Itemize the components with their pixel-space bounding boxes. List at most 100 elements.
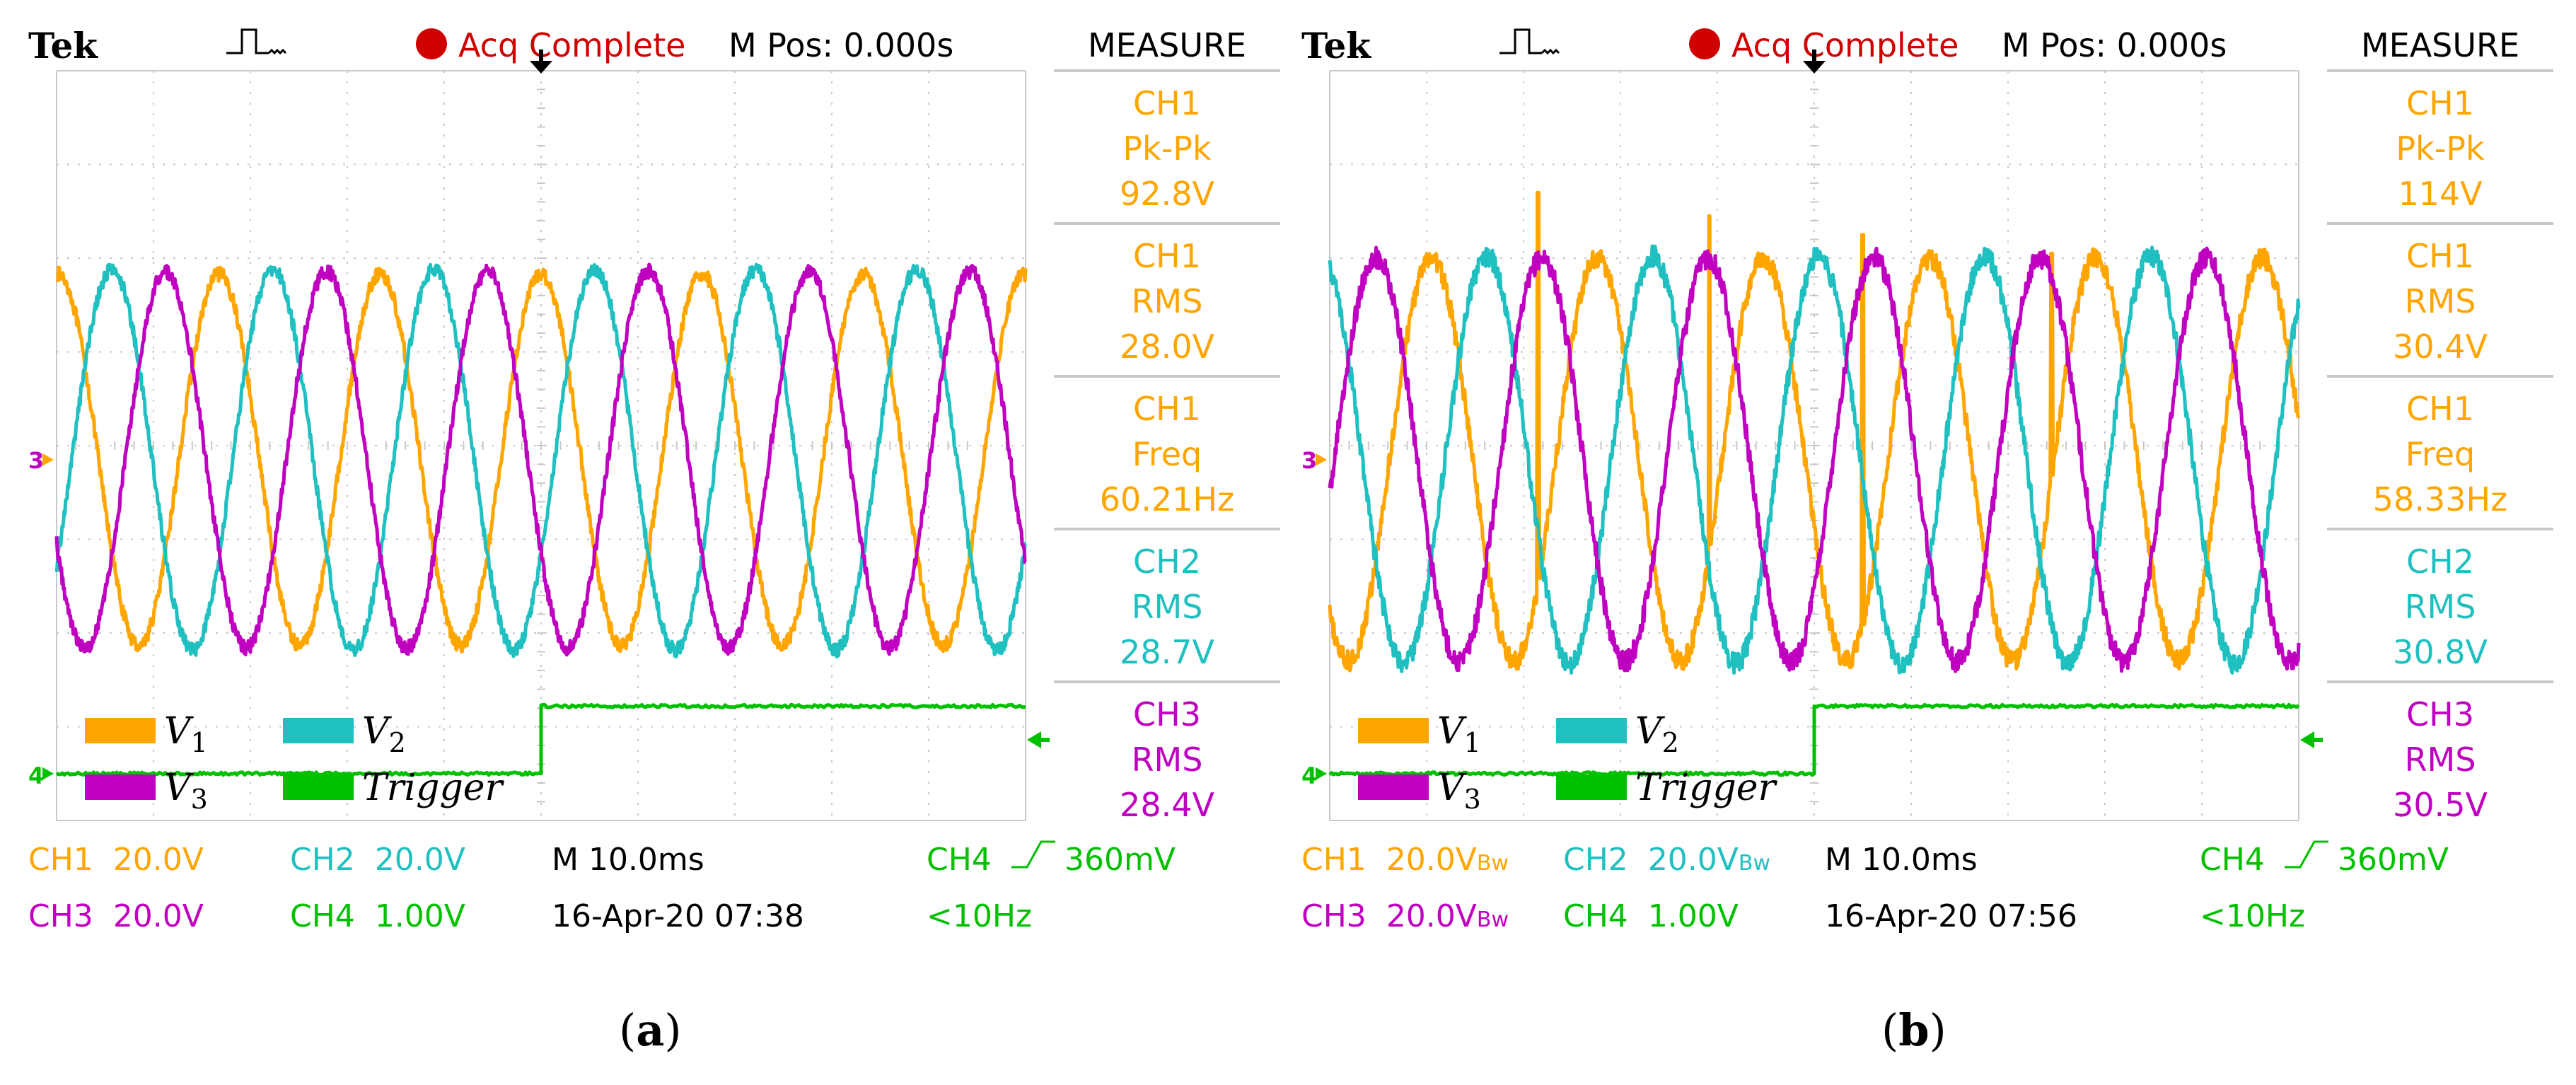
measure-3-line-2: 28.7V xyxy=(1120,633,1214,671)
trace-v1 xyxy=(1328,190,2301,673)
ch4-ground-arrow xyxy=(42,767,54,780)
legend-label-ch3: V3 xyxy=(164,767,208,815)
footer-datetime: 16-Apr-20 07:38 xyxy=(552,898,804,934)
measure-0-line-0: CH1 xyxy=(1133,84,1201,122)
ch4-ground-marker-icon: 4 xyxy=(28,762,44,789)
footer-ch3-bw: Bw xyxy=(1477,907,1509,932)
measure-2-line-1: Freq xyxy=(1132,435,1202,473)
legend-symbol: Trigger xyxy=(1635,767,1778,809)
footer-ch2: CH2 20.0V xyxy=(290,842,465,878)
legend-subscript: 3 xyxy=(1464,784,1481,815)
measure-menu-title: MEASURE xyxy=(1088,26,1246,64)
trace-v2 xyxy=(1328,244,2301,675)
measure-2-line-0: CH1 xyxy=(1133,390,1201,428)
footer-timebase: M 10.0ms xyxy=(552,842,704,878)
caption-a: (a) xyxy=(619,1004,682,1056)
footer-ch2-bw: Bw xyxy=(1739,851,1770,876)
caption-b: (b) xyxy=(1881,1004,1946,1056)
footer-trig-level: 360mV xyxy=(1064,842,1176,878)
down-arrow-icon xyxy=(1803,50,1826,74)
footer-ch4-label: CH4 xyxy=(1563,898,1628,934)
measure-0-line-0: CH1 xyxy=(2406,84,2474,122)
measure-1-line-0: CH1 xyxy=(1133,237,1201,275)
footer-ch1-label: CH1 xyxy=(28,842,93,878)
measure-3-line-2: 30.8V xyxy=(2393,633,2488,671)
measure-1-line-1: RMS xyxy=(1132,282,1203,320)
measure-0-line-1: Pk-Pk xyxy=(2396,129,2485,168)
legend-swatch-ch1 xyxy=(85,718,156,743)
legend-swatch-ch4 xyxy=(1556,774,1627,800)
measure-4-line-0: CH3 xyxy=(1133,695,1201,733)
brand-label: Tek xyxy=(28,25,98,66)
measure-1-line-2: 30.4V xyxy=(2393,327,2488,366)
footer-ch2-label: CH2 xyxy=(290,842,355,878)
legend-swatch-ch3 xyxy=(85,774,156,800)
footer-ch3-value: 20.0V xyxy=(113,898,204,934)
trace-v3 xyxy=(54,262,1027,657)
measure-3-line-0: CH2 xyxy=(1133,542,1201,581)
legend-symbol: V xyxy=(1635,710,1665,753)
oscilloscope-panel-b: Tek Acq Complete M Pos: 0.000s MEASURE 3 4 V1 V… xyxy=(1301,21,2560,969)
trace-trigger xyxy=(1328,702,2300,777)
footer-trig-freq: <10Hz xyxy=(2200,898,2305,934)
footer-ch3: CH3 20.0V xyxy=(28,898,204,934)
measure-4-line-2: 30.5V xyxy=(2393,786,2488,824)
footer-ch4-label: CH4 xyxy=(290,898,355,934)
pulse-waveform-icon xyxy=(226,28,287,55)
red-dot-icon xyxy=(1689,28,1720,59)
legend-label-ch4: Trigger xyxy=(362,767,505,809)
measure-4-line-0: CH3 xyxy=(2406,695,2474,733)
measure-2-line-2: 60.21Hz xyxy=(1100,480,1234,518)
ch3-ground-marker-icon: 3 xyxy=(1301,447,1317,474)
acq-status-label: Acq Complete xyxy=(1731,26,1959,64)
footer-ch4-value: 1.00V xyxy=(375,898,465,934)
left-arrow-icon xyxy=(2300,731,2323,749)
legend-swatch-ch2 xyxy=(1556,718,1627,743)
footer-ch1: CH1 20.0V xyxy=(28,842,204,878)
footer-datetime: 16-Apr-20 07:56 xyxy=(1825,898,2077,934)
legend-symbol: V xyxy=(164,767,194,809)
measure-3-line-1: RMS xyxy=(2405,588,2476,626)
legend-subscript: 2 xyxy=(1662,727,1679,758)
measure-1-line-0: CH1 xyxy=(2406,237,2474,275)
red-dot-icon xyxy=(416,28,447,59)
footer-timebase: M 10.0ms xyxy=(1825,842,1978,878)
legend-subscript: 1 xyxy=(1464,727,1481,758)
rising-edge-icon xyxy=(2285,840,2328,869)
footer-ch2: CH2 20.0VBw xyxy=(1563,842,1770,878)
measure-2-line-1: Freq xyxy=(2406,435,2476,473)
measure-0-line-2: 92.8V xyxy=(1120,175,1214,213)
footer-trig-freq: <10Hz xyxy=(927,898,1032,934)
mpos-label: M Pos: 0.000s xyxy=(2002,26,2227,64)
legend-swatch-ch2 xyxy=(283,718,354,743)
measure-1-line-2: 28.0V xyxy=(1120,327,1214,366)
measure-4-line-1: RMS xyxy=(2405,741,2476,779)
footer-ch3-label: CH3 xyxy=(28,898,93,934)
mpos-label: M Pos: 0.000s xyxy=(729,26,953,64)
footer-ch4: CH4 1.00V xyxy=(1563,898,1739,934)
measure-3-line-0: CH2 xyxy=(2406,542,2474,581)
footer-trig-source: CH4 xyxy=(2200,842,2265,878)
footer-ch1-label: CH1 xyxy=(1301,842,1367,878)
legend-label-ch3: V3 xyxy=(1437,767,1481,815)
legend-label-ch1: V1 xyxy=(1437,710,1481,758)
trace-v3 xyxy=(1328,245,2301,673)
footer-ch3-label: CH3 xyxy=(1301,898,1367,934)
oscilloscope-panel-a: Tek Acq Complete M Pos: 0.000s MEASURE 3 4 V1 V… xyxy=(28,21,1287,969)
footer-ch4-value: 1.00V xyxy=(1648,898,1739,934)
measure-4-line-1: RMS xyxy=(1132,741,1203,779)
measure-1-line-1: RMS xyxy=(2405,282,2476,320)
rising-edge-icon xyxy=(1011,840,1055,869)
brand-label: Tek xyxy=(1301,25,1371,66)
measure-menu-title: MEASURE xyxy=(2361,26,2519,64)
footer-ch1-value: 20.0V xyxy=(1386,842,1477,878)
legend-subscript: 2 xyxy=(389,727,406,758)
footer-trig-source: CH4 xyxy=(927,842,992,878)
footer-ch3: CH3 20.0VBw xyxy=(1301,898,1509,934)
footer-ch2-label: CH2 xyxy=(1563,842,1628,878)
ch3-ground-arrow xyxy=(42,453,54,466)
footer-ch4: CH4 1.00V xyxy=(290,898,465,934)
ch4-ground-arrow xyxy=(1316,767,1327,780)
footer-ch2-value: 20.0V xyxy=(1648,842,1739,878)
